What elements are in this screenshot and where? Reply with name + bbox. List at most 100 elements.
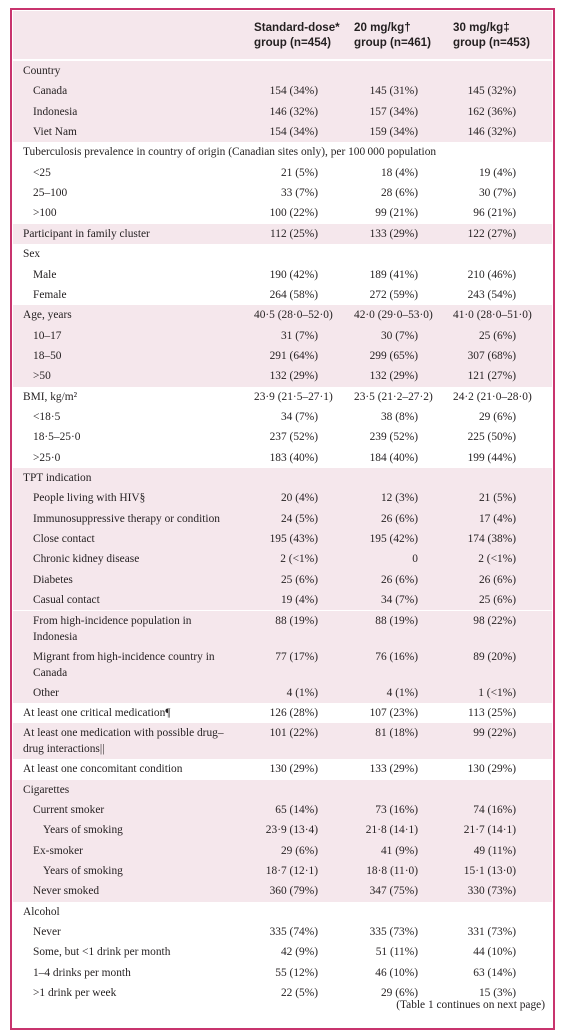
cell-value: 133 (29%) xyxy=(369,763,418,776)
cell-value: 307 (68%) xyxy=(467,349,516,362)
cell-value: 264 (58%) xyxy=(269,288,318,301)
cell-value: 299 (65%) xyxy=(369,349,418,362)
cell-value: 107 (23%) xyxy=(369,706,418,719)
row-label: At least one concomitant condition xyxy=(23,761,182,777)
row-label: Chronic kidney disease xyxy=(33,551,139,567)
table-row: Female 264 (58%) 272 (59%) 243 (54%) xyxy=(13,285,552,305)
cell-value: 130 (29%) xyxy=(269,763,318,776)
row-label: 18·5–25·0 xyxy=(33,429,80,445)
cell-value: 195 (43%) xyxy=(269,533,318,546)
cell-value: 24·2 (21·0–28·0) xyxy=(453,390,532,403)
row-label-line: drug interactions|| xyxy=(23,743,105,756)
row-label-line: BMI, kg/m² xyxy=(23,390,78,403)
row-label-line: >25·0 xyxy=(33,451,61,464)
row-label: <18·5 xyxy=(33,409,60,425)
row-label-line: 18–50 xyxy=(33,349,62,362)
row-label: Some, but <1 drink per month xyxy=(33,944,170,960)
cell-value: 29 (6%) xyxy=(478,411,516,423)
cell-value: 96 (21%) xyxy=(473,207,516,220)
table-row: Some, but <1 drink per month 42 (9%) 51 (1… xyxy=(13,942,552,962)
row-label-line: People living with HIV§ xyxy=(33,492,146,505)
row-label: Close contact xyxy=(33,531,95,547)
cell-value: 25 (6%) xyxy=(478,594,516,607)
table-row: Close contact 195 (43%) 195 (42%) 174 (38%) xyxy=(13,529,552,550)
cell-value: 25 (6%) xyxy=(280,573,318,586)
cell-value: 49 (11%) xyxy=(473,844,516,857)
row-label: Years of smoking xyxy=(43,822,123,838)
cell-value: 81 (18%) xyxy=(375,727,418,740)
cell-value: 146 (32%) xyxy=(269,105,318,118)
row-label-line: 10–17 xyxy=(33,329,62,342)
row-label-line: Migrant from high-incidence country in xyxy=(33,650,215,663)
table-row: Never smoked 360 (79%) 347 (75%) 330 (73%) xyxy=(13,881,552,902)
row-label-line: Casual contact xyxy=(33,594,100,607)
row-label-line: At least one critical medication¶ xyxy=(23,706,171,719)
row-label-line: Chronic kidney disease xyxy=(33,553,140,566)
row-label-line: Diabetes xyxy=(33,573,73,586)
row-label-line: Years of smoking xyxy=(43,864,123,877)
row-label: Other xyxy=(33,685,59,701)
row-label-line: Current smoker xyxy=(33,803,105,816)
cell-value: 237 (52%) xyxy=(269,431,318,444)
cell-value: 23·5 (21·2–27·2) xyxy=(354,390,433,403)
cell-value: 133 (29%) xyxy=(369,227,418,240)
row-label: Cigarettes xyxy=(23,782,69,798)
cell-value: 132 (29%) xyxy=(369,370,418,383)
cell-value: 101 (22%) xyxy=(269,727,318,740)
cell-value: 17 (4%) xyxy=(478,512,516,525)
cell-value: 44 (10%) xyxy=(473,946,516,959)
table-row: Canada 154 (34%) 145 (31%) 145 (32%) xyxy=(13,81,552,102)
cell-value: 34 (7%) xyxy=(280,411,318,423)
cell-value: 22 (5%) xyxy=(280,987,318,999)
table-row: BMI, kg/m² 23·9 (21·5–27·1) 23·5 (21·2–27·… xyxy=(13,387,552,407)
row-label: >25·0 xyxy=(33,450,60,466)
cell-value: 154 (34%) xyxy=(269,126,318,138)
cell-value: 199 (44%) xyxy=(467,451,516,464)
header-line-2: group (n=454) xyxy=(254,36,331,49)
table-row: 10–17 31 (7%) 30 (7%) 25 (6%) xyxy=(13,325,552,346)
row-label-line: Canada xyxy=(33,666,68,679)
cell-value: 291 (64%) xyxy=(269,349,318,362)
cell-value: 18·7 (12·1) xyxy=(265,864,318,877)
cell-value: 31 (7%) xyxy=(280,329,318,342)
cell-value: 74 (16%) xyxy=(473,803,516,816)
cell-value: 99 (21%) xyxy=(375,207,418,220)
table-row: TPT indication xyxy=(13,468,552,489)
table-row: Never 335 (74%) 335 (73%) 331 (73%) xyxy=(13,922,552,942)
row-label: Diabetes xyxy=(33,572,73,588)
cell-value: 121 (27%) xyxy=(467,370,516,383)
table-row: From high-incidence population in Indones… xyxy=(13,610,552,647)
table-row: <25 21 (5%) 18 (4%) 19 (4%) xyxy=(13,163,552,183)
table-row: >100 100 (22%) 99 (21%) 96 (21%) xyxy=(13,203,552,223)
row-label-line: Some, but <1 drink per month xyxy=(33,946,171,959)
table-row: Participant in family cluster 112 (25%) 13… xyxy=(13,223,552,245)
header-20mg: 20 mg/kg† group (n=461) xyxy=(354,20,431,50)
table-row: Chronic kidney disease 2 (<1%) 0 2 (<1%) xyxy=(13,549,552,570)
row-label: Ex-smoker xyxy=(33,843,83,859)
table-row: Male 190 (42%) 189 (41%) 210 (46%) xyxy=(13,265,552,285)
row-label: >50 xyxy=(33,368,51,384)
row-label: Current smoker xyxy=(33,802,104,818)
cell-value: 19 (4%) xyxy=(280,594,318,607)
table-row: 18–50 291 (64%) 299 (65%) 307 (68%) xyxy=(13,345,552,367)
table-row: Sex xyxy=(13,244,552,264)
cell-value: 40·5 (28·0–52·0) xyxy=(254,309,333,322)
row-label: From high-incidence population in Indones… xyxy=(33,613,192,645)
cell-value: 225 (50%) xyxy=(467,431,516,444)
header-standard-dose: Standard-dose* group (n=454) xyxy=(254,20,340,50)
cell-value: 154 (34%) xyxy=(269,85,318,98)
row-label-line: 1–4 drinks per month xyxy=(33,966,131,979)
cell-value: 89 (20%) xyxy=(473,650,516,663)
table-row: >1 drink per week 22 (5%) 29 (6%) 15 (3%) xyxy=(13,983,552,1003)
cell-value: 239 (52%) xyxy=(369,431,418,444)
cell-value: 20 (4%) xyxy=(280,492,318,505)
cell-value: 112 (25%) xyxy=(270,227,318,240)
row-label-line: >1 drink per week xyxy=(33,987,117,999)
cell-value: 46 (10%) xyxy=(375,966,418,979)
row-label: Age, years xyxy=(23,307,72,323)
row-label: At least one medication with possible dr… xyxy=(23,725,224,757)
cell-value: 29 (6%) xyxy=(380,987,418,999)
table-row: Casual contact 19 (4%) 34 (7%) 25 (6%) xyxy=(13,590,552,611)
cell-value: 113 (25%) xyxy=(468,706,516,719)
cell-value: 130 (29%) xyxy=(467,763,516,776)
